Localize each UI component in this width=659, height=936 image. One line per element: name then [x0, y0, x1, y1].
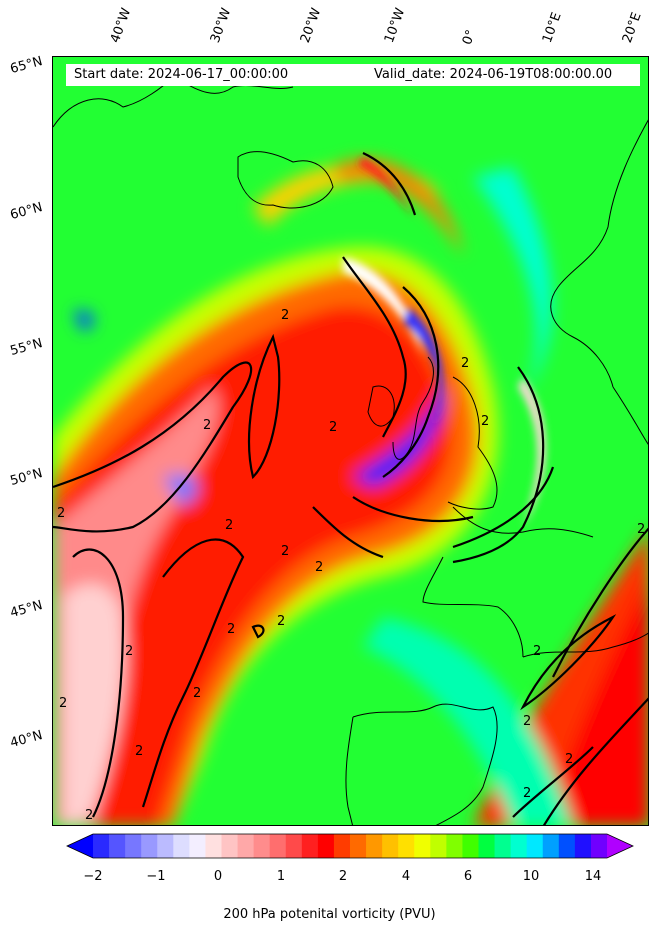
contour-value-label: 2 — [315, 560, 323, 575]
colorbar-tick-label: 1 — [276, 869, 286, 884]
contour-value-label: 2 — [59, 696, 67, 711]
colorbar-cell — [157, 834, 174, 858]
latitude-label: 45°N — [8, 598, 45, 621]
colorbar-title: 200 hPa potenital vorticity (PVU) — [223, 907, 436, 922]
longitude-label: 20°W — [297, 6, 325, 45]
colorbar-cell — [430, 834, 447, 858]
longitude-label: 10°E — [539, 10, 565, 46]
contour-value-label: 2 — [281, 308, 289, 323]
contour-value-label: 2 — [481, 414, 489, 429]
colorbar-tick-label: −1 — [146, 869, 166, 884]
map-panel: 2 2 2 2 2 2 2 2 2 2 2 2 2 2 2 2 2 2 2 2 … — [52, 56, 649, 826]
colorbar-cell — [590, 834, 608, 858]
colorbar-cell — [558, 834, 576, 858]
colorbar-cell — [269, 834, 287, 858]
colorbar-cell — [510, 834, 528, 858]
longitude-label: 10°W — [381, 6, 409, 45]
longitude-label: 40°W — [107, 6, 135, 45]
colorbar-outline — [66, 833, 634, 859]
colorbar-cell — [285, 834, 303, 858]
contour-value-label: 2 — [523, 714, 531, 729]
colorbar-cell — [93, 834, 110, 858]
colorbar-tick-label: 6 — [463, 869, 473, 884]
pv-field-map: 2 2 2 2 2 2 2 2 2 2 2 2 2 2 2 2 2 2 2 2 … — [53, 57, 648, 825]
colorbar-tick-label: 2 — [338, 869, 348, 884]
pv2-contours — [53, 152, 648, 825]
colorbar-tick-label: 10 — [522, 869, 540, 884]
contour-value-label: 2 — [193, 686, 201, 701]
colorbar-tick-label: −2 — [83, 869, 103, 884]
latitude-label: 65°N — [8, 54, 45, 77]
colorbar-cell — [301, 834, 319, 858]
colorbar-cell — [141, 834, 158, 858]
colorbar-cell — [333, 834, 351, 858]
contour-value-label: 2 — [523, 786, 531, 801]
contour-value-label: 2 — [225, 518, 233, 533]
contour-value-label: 2 — [125, 644, 133, 659]
colorbar-cell — [494, 834, 512, 858]
colorbar-extend-max — [607, 834, 633, 858]
colorbar-cell — [253, 834, 271, 858]
contour-value-label: 2 — [533, 644, 541, 659]
colorbar-cell — [125, 834, 142, 858]
colorbar-cell — [205, 834, 223, 858]
contour-value-label: 2 — [227, 622, 235, 637]
contour-value-label: 2 — [135, 744, 143, 759]
contour-value-label: 2 — [57, 506, 65, 521]
valid-date-label: Valid_date: 2024-06-19T08:00:00.00 — [368, 64, 640, 86]
colorbar-cell — [109, 834, 126, 858]
colorbar-tick-label: 4 — [401, 869, 411, 884]
contour-value-label: 2 — [203, 418, 211, 433]
colorbar-cell — [478, 834, 496, 858]
latitude-label: 50°N — [8, 466, 45, 489]
colorbar-cell — [350, 834, 367, 858]
colorbar-cell — [382, 834, 399, 858]
contour-value-label: 2 — [85, 808, 93, 823]
start-date-label: Start date: 2024-06-17_00:00:00 — [66, 64, 374, 86]
latitude-label: 60°N — [8, 200, 45, 223]
colorbar-cell — [462, 834, 480, 858]
colorbar-cell — [574, 834, 592, 858]
colorbar-cell — [446, 834, 464, 858]
longitude-label: 0° — [459, 27, 480, 47]
contour-value-label: 2 — [637, 522, 645, 537]
contour-value-label: 2 — [461, 356, 469, 371]
colorbar-cell — [237, 834, 255, 858]
colorbar-cell — [366, 834, 383, 858]
contour-labels: 2 2 2 2 2 2 2 2 2 2 2 2 2 2 2 2 2 2 2 2 … — [57, 308, 645, 823]
contour-value-label: 2 — [329, 420, 337, 435]
colorbar — [66, 833, 634, 859]
colorbar-cell — [189, 834, 207, 858]
colorbar-cell — [526, 834, 544, 858]
latitude-label: 55°N — [8, 336, 45, 359]
colorbar-tick-label: 0 — [213, 869, 223, 884]
longitude-label: 20°E — [619, 10, 645, 46]
contour-value-label: 2 — [281, 544, 289, 559]
colorbar-cell — [398, 834, 415, 858]
contour-value-label: 2 — [565, 752, 573, 767]
latitude-label: 40°N — [8, 728, 45, 751]
coastlines — [53, 76, 648, 825]
colorbar-cell — [173, 834, 190, 858]
longitude-label: 30°W — [207, 6, 235, 45]
colorbar-cell — [317, 834, 335, 858]
colorbar-cell — [414, 834, 431, 858]
colorbar-cell — [221, 834, 239, 858]
contour-value-label: 2 — [277, 614, 285, 629]
colorbar-cell — [542, 834, 560, 858]
colorbar-tick-label: 14 — [584, 869, 602, 884]
colorbar-extend-min — [67, 834, 93, 858]
